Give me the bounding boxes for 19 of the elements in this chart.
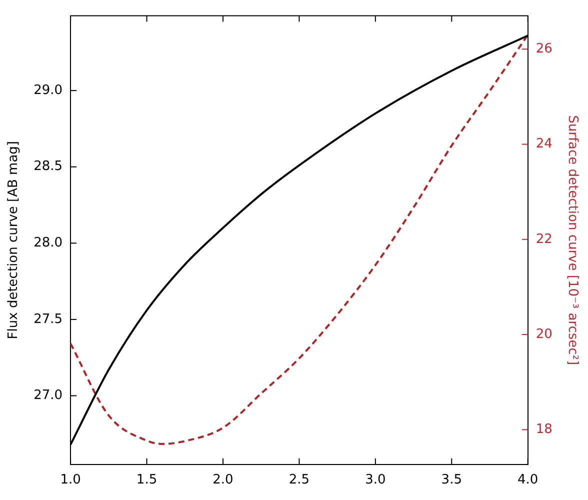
- y2-tick-label: 18: [536, 422, 552, 438]
- x-tick-label: 3.0: [365, 472, 386, 488]
- y2-tick-label: 24: [536, 136, 552, 152]
- y-tick-label: 27.5: [34, 312, 63, 327]
- x-tick-label: 4.0: [518, 472, 538, 488]
- x-tick-label: 1.5: [136, 472, 158, 488]
- x-tick-label: 2.5: [288, 472, 310, 488]
- y2-tick-label: 20: [536, 326, 552, 342]
- y2-axis-title: Surface detection curve [10⁻³ arcsec²]: [564, 115, 580, 366]
- y-tick-label: 27.0: [34, 388, 63, 404]
- y2-tick-label: 26: [536, 41, 552, 56]
- x-tick-label: 2.0: [212, 472, 234, 488]
- y-tick-label: 28.5: [34, 159, 63, 174]
- y-tick-label: 29.0: [34, 82, 63, 98]
- y2-tick-label: 22: [536, 232, 552, 247]
- x-tick-label: 3.5: [441, 472, 462, 488]
- y-tick-label: 28.0: [34, 236, 63, 251]
- x-tick-label: 1.0: [60, 472, 81, 488]
- y-axis-title: Flux detection curve [AB mag]: [6, 140, 22, 340]
